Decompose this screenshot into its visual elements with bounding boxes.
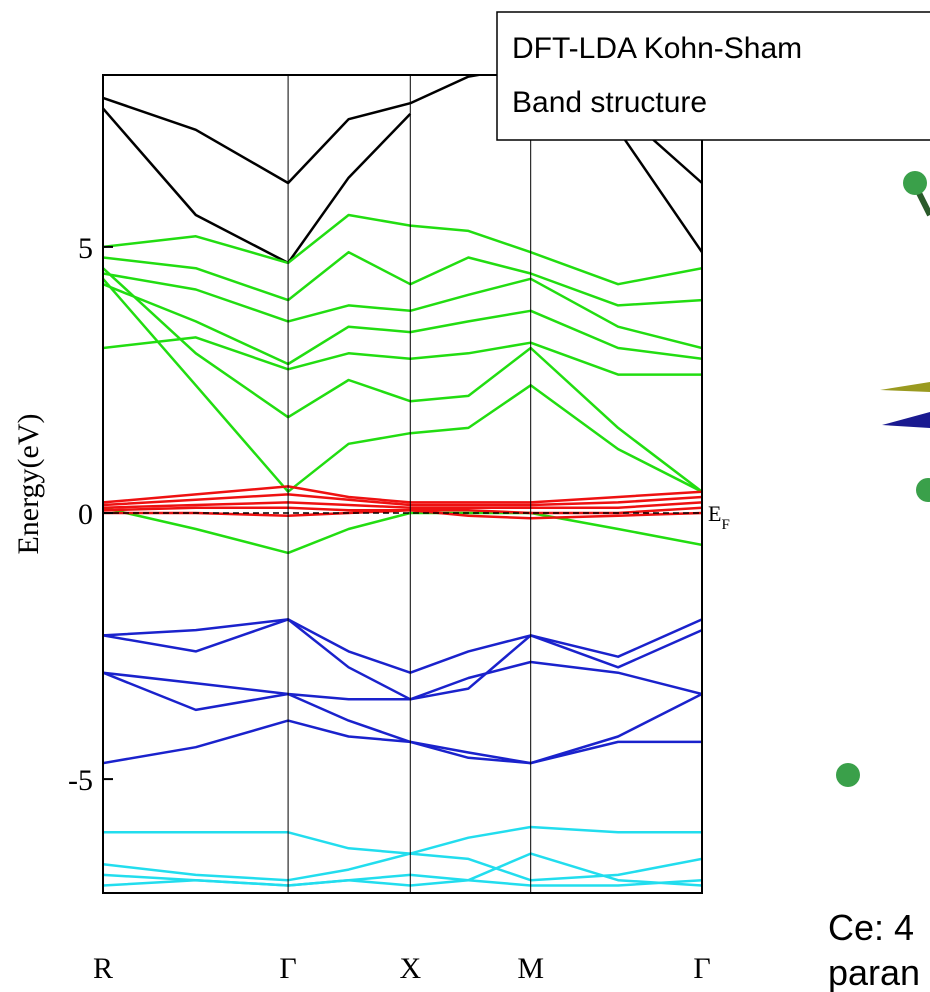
band-line xyxy=(103,250,702,307)
y-tick-label: -5 xyxy=(68,764,93,797)
band-line xyxy=(103,506,702,555)
textbox-line: DFT-LDA Kohn-Sham xyxy=(512,32,802,65)
x-tick-label: M xyxy=(517,952,544,985)
band-line xyxy=(103,825,702,855)
fermi-label-text: E xyxy=(708,501,721,526)
caption-line: Ce: 4 xyxy=(828,907,914,948)
y-tick-label: 0 xyxy=(78,498,93,531)
x-tick-label: X xyxy=(399,952,421,985)
y-tick-label: 5 xyxy=(78,232,93,265)
band-line xyxy=(103,107,412,265)
x-tick-label: Γ xyxy=(279,952,296,985)
band-line xyxy=(103,852,702,887)
fermi-label: EF xyxy=(708,501,730,533)
y-axis-label: Energy(eV) xyxy=(12,413,45,554)
band-line xyxy=(103,267,702,493)
plot-area xyxy=(103,75,702,887)
structure-image xyxy=(836,171,930,787)
x-tick-label: R xyxy=(93,952,113,985)
textbox-line: Band structure xyxy=(512,86,707,119)
band-line xyxy=(103,336,702,376)
band-line xyxy=(103,660,702,701)
band-line xyxy=(103,719,702,765)
x-tick-label: Γ xyxy=(693,952,710,985)
band-line xyxy=(103,671,702,765)
textbox xyxy=(496,11,930,141)
band-line xyxy=(103,493,702,507)
band-line xyxy=(103,213,702,286)
fermi-label-subscript: F xyxy=(721,517,729,533)
plot-frame xyxy=(102,74,703,894)
caption-line: paran xyxy=(828,952,920,992)
